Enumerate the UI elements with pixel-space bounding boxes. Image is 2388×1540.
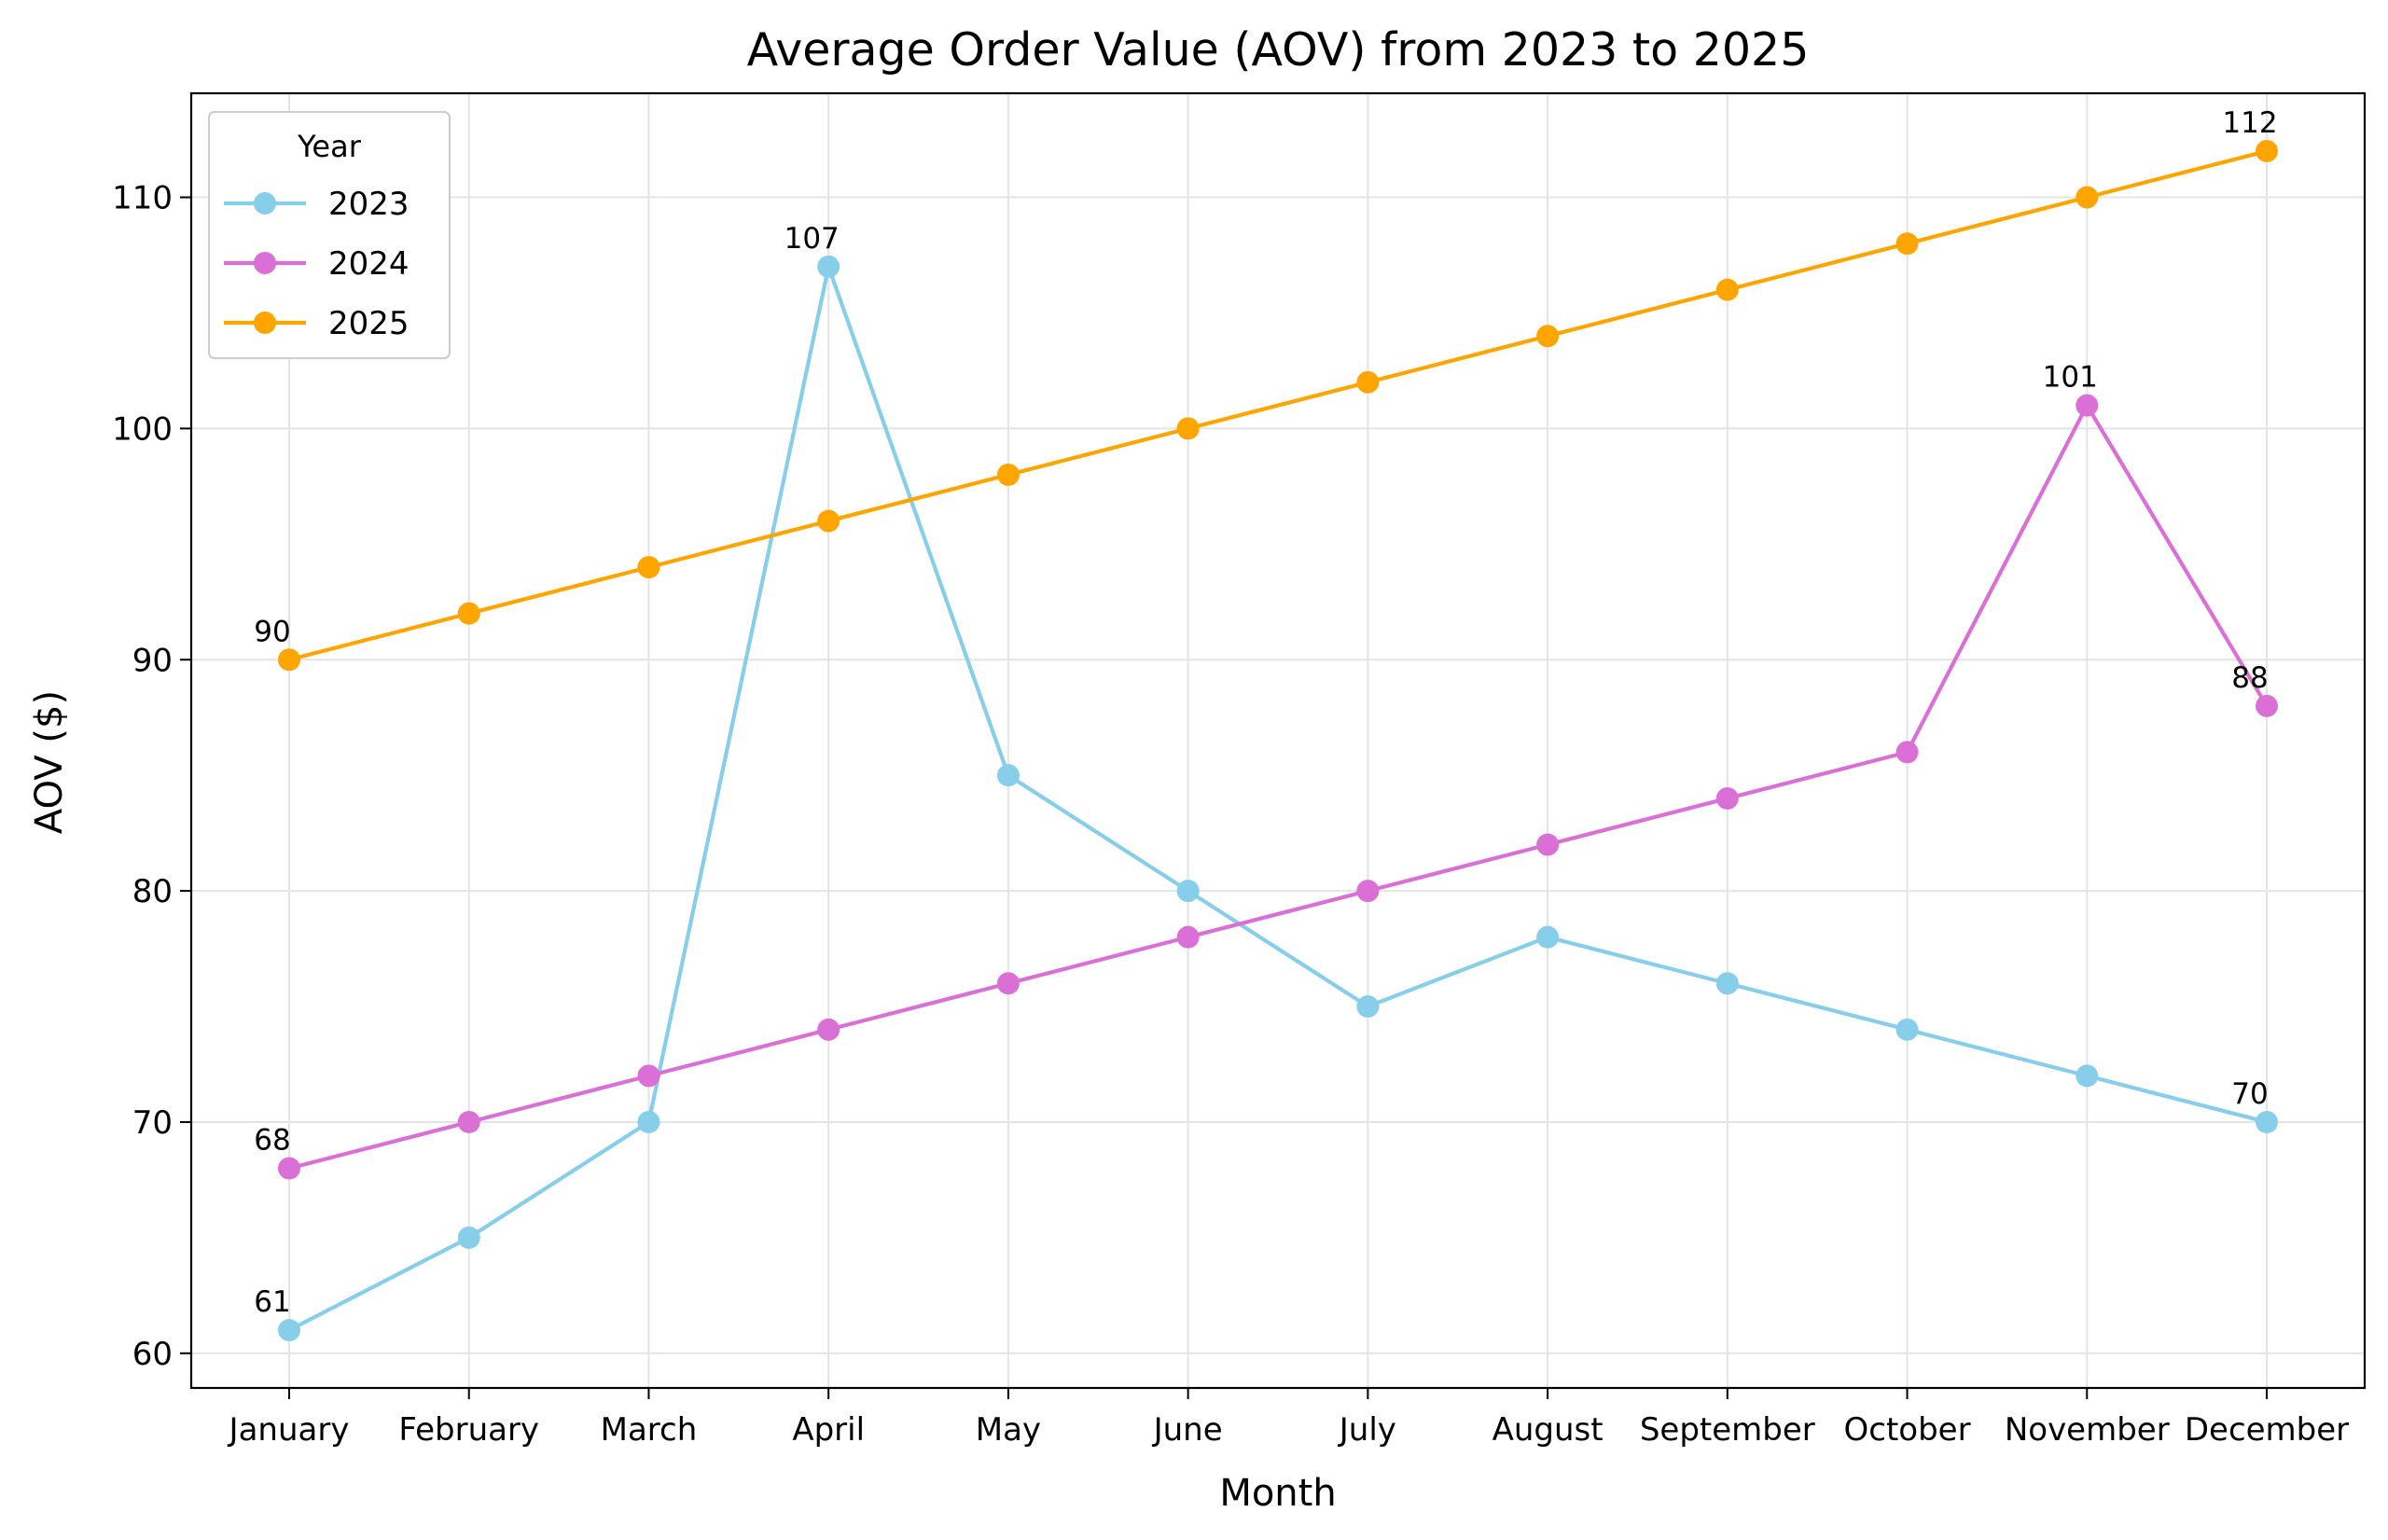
series-2023 — [278, 255, 2278, 1342]
data-point-2023 — [1715, 972, 1739, 995]
data-point-2024 — [457, 1110, 480, 1133]
x-tick-label: September — [1640, 1411, 1815, 1449]
legend-label: 2024 — [328, 245, 410, 283]
data-point-2023 — [1895, 1018, 1919, 1041]
data-point-2024 — [1536, 833, 1560, 856]
x-tick-label: January — [228, 1411, 350, 1449]
legend-entries: 2023 2024 2025 — [224, 186, 410, 342]
x-axis-label: Month — [1219, 1472, 1336, 1515]
y-tick-label: 70 — [132, 1104, 173, 1142]
grid-lines — [191, 93, 2365, 1388]
y-tick-label: 110 — [112, 180, 173, 217]
data-point-2023 — [457, 1226, 480, 1249]
x-tick-label: August — [1492, 1411, 1604, 1449]
data-point-2024 — [1356, 880, 1380, 903]
legend-box — [208, 111, 451, 359]
x-tick-label: April — [792, 1411, 865, 1449]
legend-label: 2023 — [328, 186, 410, 223]
data-point-2024 — [2256, 694, 2278, 717]
chart-title: Average Order Value (AOV) from 2023 to 2… — [747, 23, 1810, 76]
legend-label: 2025 — [328, 305, 410, 342]
legend-marker — [254, 312, 276, 334]
data-label-2023: 107 — [784, 222, 840, 256]
y-tick-label: 60 — [132, 1336, 173, 1373]
data-label-2024: 101 — [2043, 361, 2098, 395]
data-point-2024 — [1895, 741, 1919, 764]
x-tick-label: June — [1152, 1411, 1223, 1449]
y-tick-label: 100 — [112, 410, 173, 448]
data-point-2025 — [1715, 278, 1739, 301]
legend-entry-2025: 2025 — [224, 305, 410, 342]
y-tick-label: 90 — [132, 642, 173, 679]
data-point-2024 — [1715, 786, 1739, 810]
legend-marker — [254, 252, 276, 274]
data-point-2023 — [817, 255, 840, 278]
data-point-2024 — [2076, 394, 2099, 417]
x-tick-label: May — [976, 1411, 1041, 1449]
data-point-2025 — [817, 509, 840, 533]
data-label-2025: 112 — [2222, 106, 2277, 140]
x-tick-label: December — [2185, 1411, 2349, 1449]
data-point-2023 — [637, 1110, 660, 1133]
data-label-2025: 90 — [254, 615, 290, 648]
data-point-2024 — [996, 972, 1020, 995]
data-label-2023: 61 — [254, 1285, 290, 1319]
data-point-2023 — [996, 764, 1020, 787]
legend-entry-2023: 2023 — [224, 186, 410, 223]
y-tick-label: 80 — [132, 873, 173, 910]
data-label-2024: 68 — [254, 1124, 290, 1158]
data-label-2024: 88 — [2231, 661, 2268, 695]
plot-frame — [189, 91, 2367, 1390]
axis-ticks: January February March April May June July Augu… — [112, 180, 2349, 1449]
x-tick-label: February — [398, 1411, 539, 1449]
data-point-2023 — [1536, 925, 1560, 949]
data-point-2023 — [2076, 1064, 2099, 1088]
series-2024 — [278, 394, 2278, 1180]
data-point-2025 — [2256, 139, 2278, 162]
data-point-2025 — [637, 556, 660, 579]
data-labels: 61 107 70 68 101 88 90 112 — [254, 106, 2277, 1319]
series-line-2023 — [288, 264, 2268, 1332]
data-point-2023 — [278, 1319, 300, 1342]
data-point-2025 — [1176, 417, 1200, 440]
legend: Year 2023 2024 2025 — [208, 111, 451, 359]
data-point-2025 — [996, 463, 1020, 486]
data-point-2025 — [1356, 370, 1380, 394]
legend-marker — [254, 192, 276, 215]
data-point-2024 — [817, 1018, 840, 1041]
series-line-2025 — [288, 148, 2268, 662]
x-tick-label: November — [2005, 1411, 2170, 1449]
data-point-2023 — [1176, 880, 1200, 903]
x-tick-label: July — [1338, 1411, 1396, 1449]
legend-title: Year — [297, 129, 362, 164]
series-2025 — [278, 139, 2278, 672]
data-label-2023: 70 — [2231, 1077, 2268, 1111]
legend-entry-2024: 2024 — [224, 245, 410, 283]
data-point-2025 — [2076, 186, 2099, 209]
y-axis-label: AOV ($) — [28, 690, 71, 834]
data-point-2023 — [1356, 995, 1380, 1019]
data-point-2024 — [637, 1064, 660, 1088]
data-point-2025 — [1895, 232, 1919, 256]
data-point-2025 — [1536, 325, 1560, 348]
data-point-2024 — [278, 1157, 300, 1180]
data-point-2024 — [1176, 925, 1200, 949]
data-point-2025 — [457, 602, 480, 625]
data-point-2023 — [2256, 1110, 2278, 1133]
data-point-2025 — [278, 648, 300, 672]
series-line-2024 — [288, 403, 2269, 1171]
series-group — [278, 139, 2278, 1342]
x-tick-label: October — [1844, 1411, 1971, 1449]
x-tick-label: March — [601, 1411, 698, 1449]
